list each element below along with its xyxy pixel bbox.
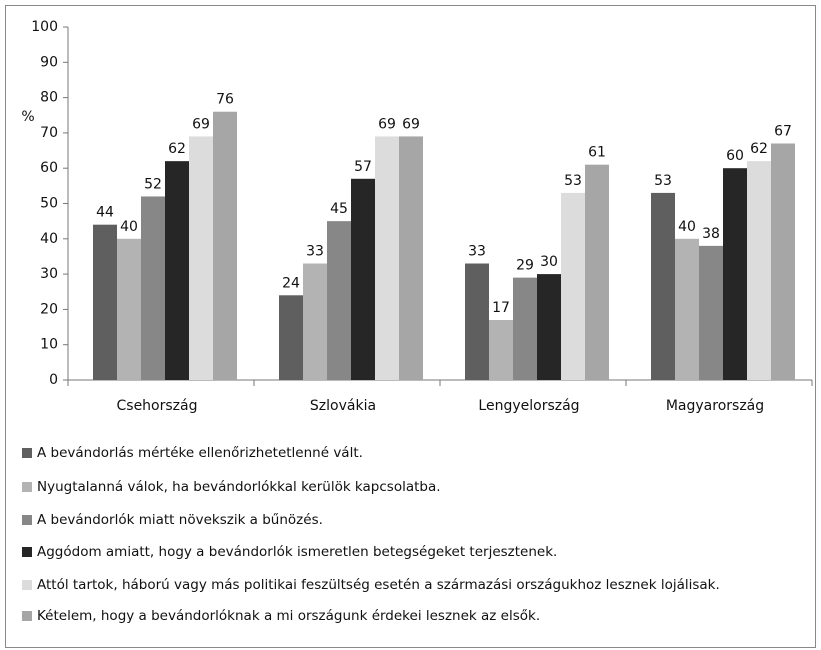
y-tick-label: 90 bbox=[40, 54, 58, 70]
legend-swatch bbox=[22, 515, 32, 525]
y-tick-label: 100 bbox=[31, 19, 58, 35]
data-label: 44 bbox=[96, 205, 114, 221]
data-label: 17 bbox=[492, 300, 510, 316]
data-label: 76 bbox=[216, 92, 234, 108]
data-label: 29 bbox=[516, 258, 534, 274]
data-label: 67 bbox=[774, 123, 792, 139]
bar bbox=[327, 221, 351, 380]
y-tick-label: 60 bbox=[40, 160, 58, 176]
bar bbox=[489, 319, 513, 380]
bar bbox=[351, 178, 375, 380]
x-tick-label: Szlovákia bbox=[310, 398, 376, 414]
legend-label: Aggódom amiatt, hogy a bevándorlók ismer… bbox=[37, 544, 557, 560]
y-tick-label: 30 bbox=[40, 266, 58, 282]
data-label: 52 bbox=[144, 176, 162, 192]
data-label: 69 bbox=[402, 116, 420, 132]
data-label: 33 bbox=[306, 244, 324, 260]
data-label: 62 bbox=[750, 141, 768, 157]
bar bbox=[537, 274, 561, 380]
y-tick-label: 10 bbox=[40, 337, 58, 353]
y-tick-label: 20 bbox=[40, 301, 58, 317]
bar bbox=[561, 192, 585, 380]
data-label: 45 bbox=[330, 201, 348, 217]
y-tick-label: 40 bbox=[40, 231, 58, 247]
bar bbox=[141, 196, 165, 380]
y-tick-label: 80 bbox=[40, 90, 58, 106]
data-label: 33 bbox=[468, 244, 486, 260]
data-label: 30 bbox=[540, 254, 558, 270]
data-label: 60 bbox=[726, 148, 744, 164]
x-tick-label: Csehország bbox=[117, 398, 198, 414]
x-tick-label: Lengyelország bbox=[478, 398, 579, 414]
legend-label: Kételem, hogy a bevándorlóknak a mi orsz… bbox=[37, 608, 540, 624]
bar bbox=[651, 192, 675, 380]
bar bbox=[675, 238, 699, 380]
data-label: 24 bbox=[282, 275, 300, 291]
data-label: 40 bbox=[120, 219, 138, 235]
bar bbox=[189, 136, 213, 380]
data-label: 57 bbox=[354, 159, 372, 175]
bar bbox=[513, 277, 537, 380]
data-label: 61 bbox=[588, 145, 606, 161]
bar bbox=[747, 161, 771, 380]
x-tick-label: Magyarország bbox=[666, 398, 764, 414]
legend-swatch bbox=[22, 580, 32, 590]
bar bbox=[723, 168, 747, 380]
legend-label: A bevándorlók miatt növekszik a bűnözés. bbox=[37, 512, 323, 528]
legend-swatch bbox=[22, 547, 32, 557]
data-label: 38 bbox=[702, 226, 720, 242]
bar bbox=[375, 136, 399, 380]
bar bbox=[279, 295, 303, 380]
legend-swatch bbox=[22, 611, 32, 621]
bar bbox=[213, 111, 237, 380]
bar bbox=[699, 245, 723, 380]
bar bbox=[585, 164, 609, 380]
y-axis-label: % bbox=[21, 109, 34, 125]
bar bbox=[399, 136, 423, 380]
bar bbox=[303, 263, 327, 380]
legend-label: Nyugtalanná válok, ha bevándorlókkal ker… bbox=[37, 479, 441, 495]
bar bbox=[465, 263, 489, 380]
y-tick-label: 50 bbox=[40, 196, 58, 212]
data-label: 40 bbox=[678, 219, 696, 235]
bar bbox=[771, 143, 795, 380]
legend-label: Attól tartok, háború vagy más politikai … bbox=[37, 577, 720, 593]
legend-swatch bbox=[22, 448, 32, 458]
y-tick-label: 0 bbox=[49, 372, 58, 388]
data-label: 53 bbox=[564, 173, 582, 189]
data-label: 69 bbox=[378, 116, 396, 132]
data-label: 62 bbox=[168, 141, 186, 157]
bar bbox=[93, 224, 117, 380]
data-label: 53 bbox=[654, 173, 672, 189]
legend-swatch bbox=[22, 482, 32, 492]
bar bbox=[117, 238, 141, 380]
data-label: 69 bbox=[192, 116, 210, 132]
y-tick-label: 70 bbox=[40, 125, 58, 141]
legend-label: A bevándorlás mértéke ellenőrizhetetlenn… bbox=[37, 445, 363, 461]
bar bbox=[165, 161, 189, 380]
